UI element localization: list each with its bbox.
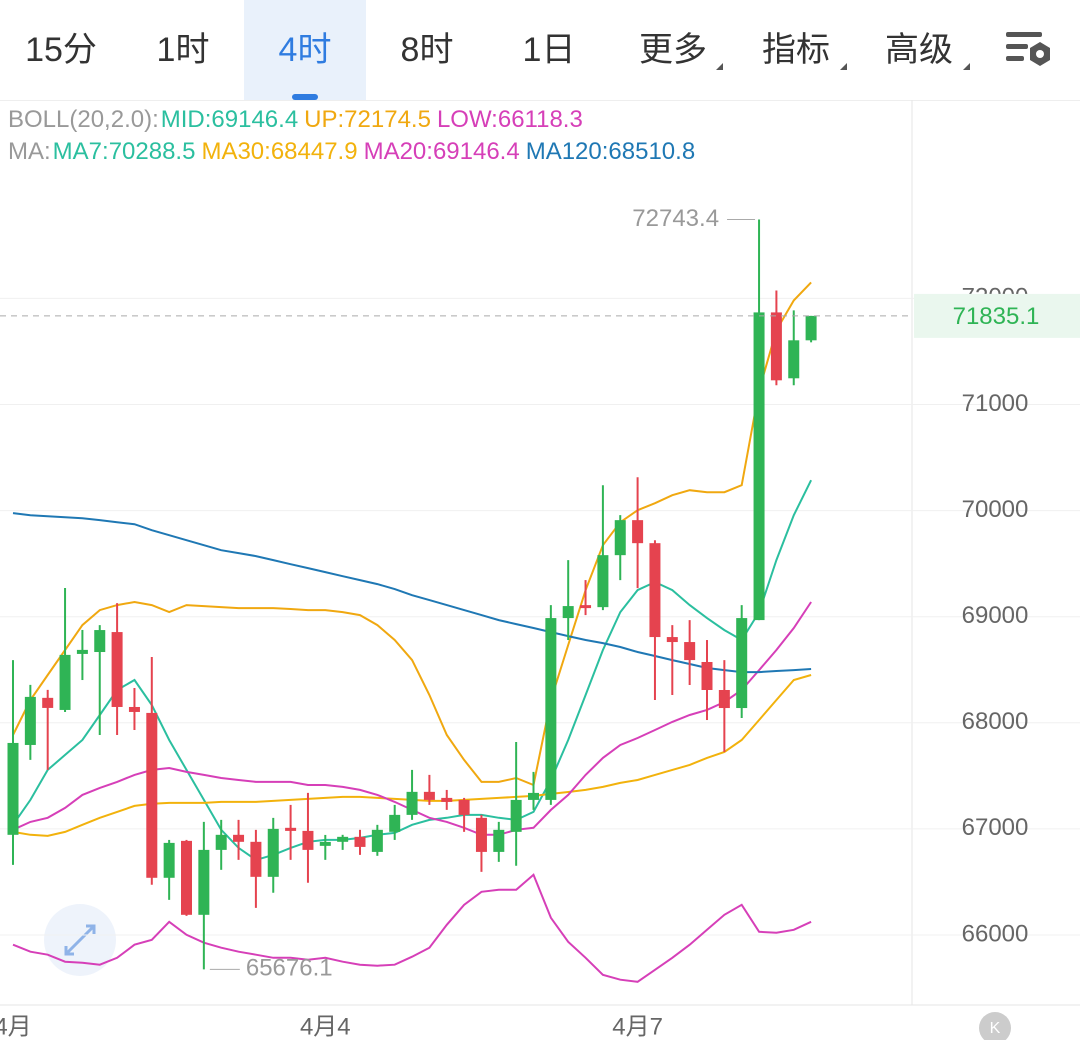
candle-body [597,555,609,608]
candle-body [94,630,106,653]
tab-active[interactable]: 4时 [244,0,366,100]
candle-body [76,649,88,654]
y-tick-label: 71000 [962,390,1029,417]
indicator-line [12,512,812,674]
expand-button[interactable] [44,904,116,976]
legend-row: MA:MA7:70288.5 MA30:68447.9 MA20:69146.4 MA… [8,136,701,168]
candle-body [250,841,262,877]
candle-body [510,799,522,832]
legend-item: MA20:69146.4 [363,138,520,165]
legend-item: UP:72174.5 [304,106,431,133]
candle-body [614,520,626,556]
candle-body [649,543,661,638]
candle-body [718,690,730,709]
candle-body [302,830,314,850]
candle-body [528,792,539,800]
candle-body [215,834,227,850]
candle-body [371,829,383,852]
candle-body [319,841,331,846]
y-tick-label: 68000 [962,708,1029,735]
last-price-label: 71835.1 [953,303,1040,330]
svg-text:K: K [990,1020,1001,1037]
high-label: 72743.4 [632,205,719,232]
legend-item: MA30:68447.9 [201,138,358,165]
x-tick-label: 4月7 [612,1013,663,1040]
candle-body [267,828,279,877]
candle-body [7,742,19,835]
candle-body [59,654,71,710]
legend-row: BOLL(20,2.0):MID:69146.4 UP:72174.5 LOW:66… [8,104,701,136]
candle-body [42,697,54,708]
candle-body [493,829,505,852]
timeframe-tabs: 15分 1时 4时 8时 1日 更多 指标 高级 [0,0,1080,101]
candle-body [406,791,418,815]
candle-body [545,618,557,800]
candle-body [580,605,592,609]
dropdown-arrow [840,63,847,70]
tab[interactable]: 1日 [522,31,576,69]
last-price-box [914,293,1080,338]
candle-body [24,696,36,745]
candle-body [389,814,401,832]
candle-body [701,661,713,691]
y-tick-label: 67000 [962,814,1029,841]
dropdown-arrow [963,63,970,70]
tab[interactable]: 高级 [885,31,953,69]
y-tick-label: 66000 [962,920,1029,947]
candle-body [423,791,435,800]
candle-body [146,712,158,878]
tab[interactable]: 15分 [25,31,97,69]
candle-body [285,827,297,831]
candle-body [128,706,140,712]
candle-body [181,840,192,915]
legend-group-label: MA: [8,138,51,165]
candle-body [163,842,175,878]
indicator-line [12,281,812,787]
candle-body [111,632,123,707]
legend-item: LOW:66118.3 [436,106,583,133]
candle-body [753,312,765,621]
settings-icon[interactable] [1000,22,1060,82]
candle-body [198,849,210,915]
low-label: 65676.1 [246,955,333,982]
candle-body [736,618,748,709]
x-tick-label: 4月4 [300,1013,351,1040]
candle-body [354,836,366,847]
indicator-legend: BOLL(20,2.0):MID:69146.4 UP:72174.5 LOW:66… [8,104,701,168]
indicator-line [12,873,812,983]
tab[interactable]: 更多 [639,31,707,69]
indicator-lines [12,281,812,983]
candle-body [805,315,817,341]
tab[interactable]: 1时 [156,31,210,69]
k-button[interactable]: K [979,1012,1011,1040]
dropdown-arrow [716,63,723,70]
candle-body [458,799,470,815]
candle-body [441,797,453,802]
candle-body [632,520,644,544]
x-tick-label: 4月 [0,1013,32,1040]
y-tick-label: 70000 [962,496,1029,523]
candle-body [337,836,349,842]
legend-item: MA7:70288.5 [52,138,196,165]
legend-item: MA120:68510.8 [525,138,696,165]
tab[interactable]: 指标 [762,31,830,69]
candle-body [788,340,800,379]
candle-body [562,606,574,619]
candle-body [666,637,678,643]
legend-group-label: BOLL(20,2.0): [8,106,159,133]
indicator-line [12,479,812,861]
candle-body [475,817,487,852]
tab[interactable]: 8时 [400,31,454,69]
candle-body [684,642,696,661]
legend-item: MID:69146.4 [160,106,299,133]
y-tick-label: 69000 [962,602,1029,629]
candle-body [233,834,245,842]
candle-body [770,312,782,381]
